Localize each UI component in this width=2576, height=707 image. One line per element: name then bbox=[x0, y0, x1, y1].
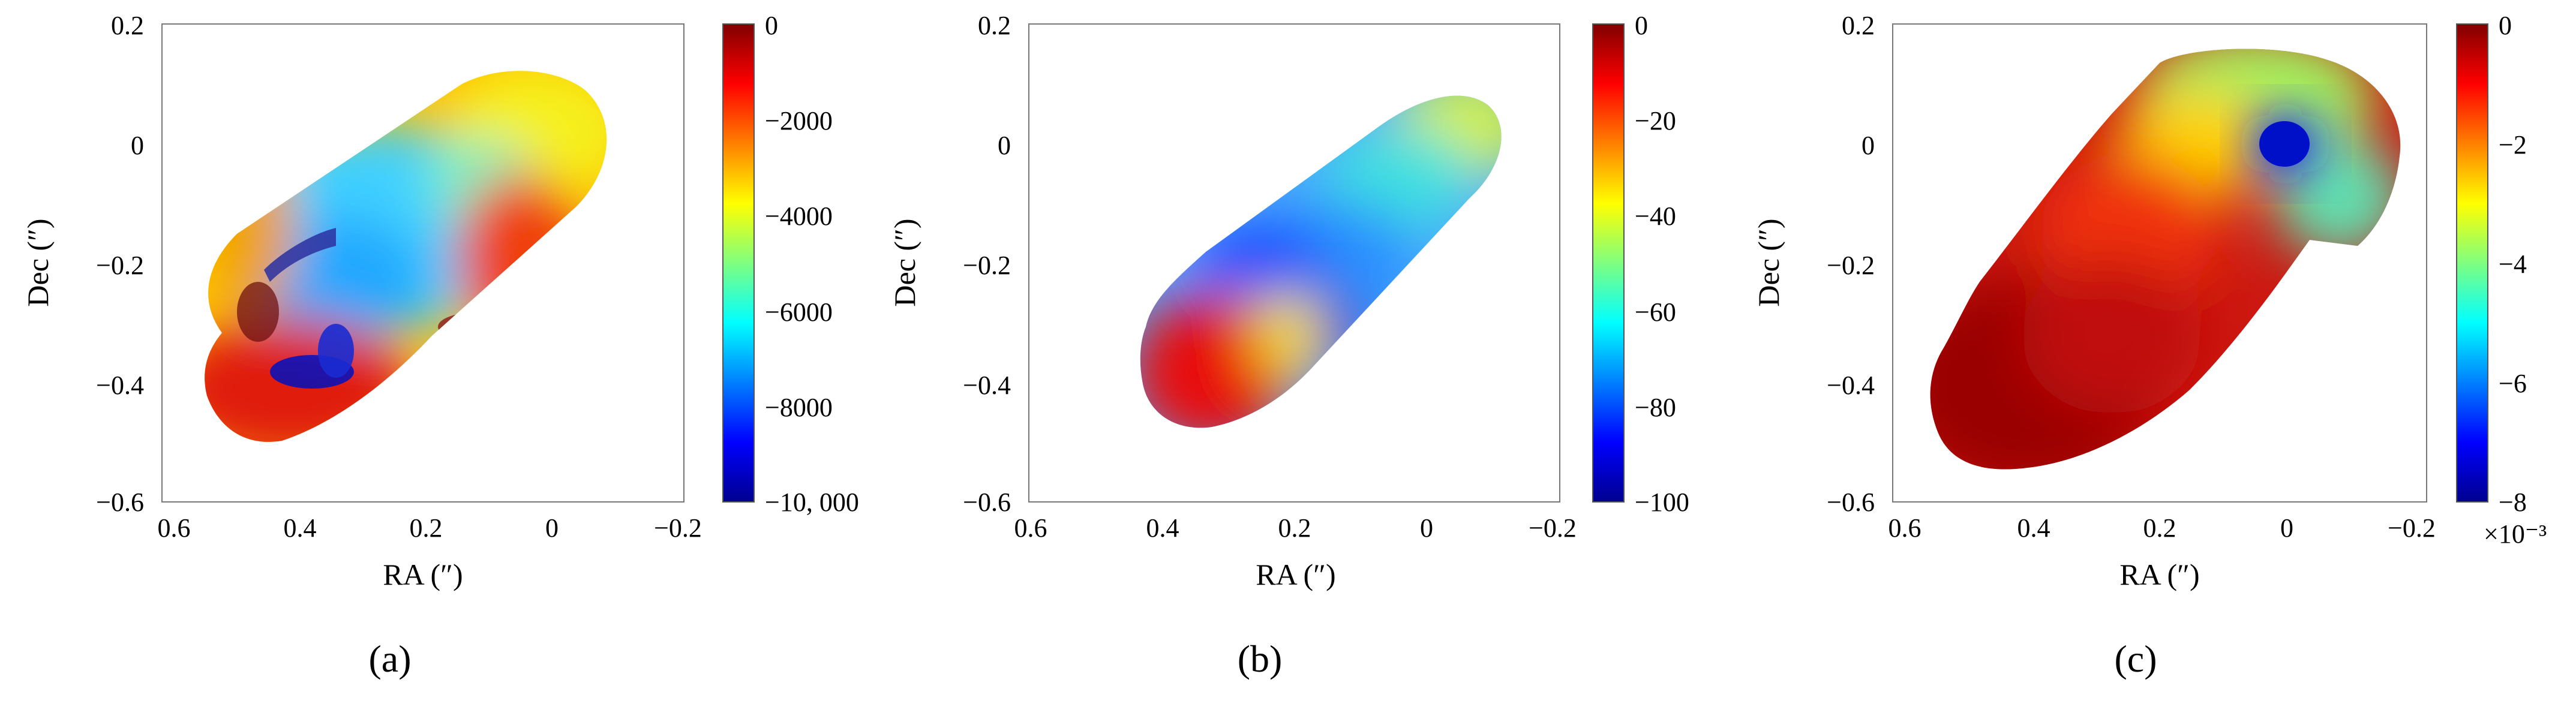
x-tick-label: 0.2 bbox=[2143, 513, 2176, 543]
y-ticks: 0.2 0 −0.2 −0.4 −0.6 bbox=[1827, 11, 1875, 517]
panel-label: (b) bbox=[1238, 637, 1283, 680]
colorbar-tick-label: −8 bbox=[2499, 488, 2527, 517]
x-tick-label: 0 bbox=[1420, 513, 1433, 543]
colorbar-gradient bbox=[1592, 23, 1625, 503]
colorbar-gradient bbox=[2456, 23, 2488, 503]
panel-label: (a) bbox=[368, 637, 411, 680]
colorbar-tick-label: −4 bbox=[2499, 249, 2527, 279]
colorbar-tick-label: −6000 bbox=[765, 297, 833, 327]
colorbar-tick-label: 0 bbox=[765, 11, 778, 40]
y-ticks: 0.2 0 −0.2 −0.4 −0.6 bbox=[963, 11, 1011, 517]
colorbar-tick-label: −60 bbox=[1635, 297, 1676, 327]
y-axis-label: Dec (″) bbox=[21, 218, 55, 306]
y-tick-label: 0.2 bbox=[111, 11, 144, 40]
colorbar-tick-label: 0 bbox=[1635, 11, 1648, 40]
y-tick-label: 0.2 bbox=[978, 11, 1011, 40]
y-tick-label: −0.4 bbox=[963, 371, 1011, 400]
x-tick-label: 0 bbox=[545, 513, 559, 543]
colorbar-tick-label: −6 bbox=[2499, 369, 2527, 398]
colorbar-tick-label: −4000 bbox=[765, 201, 833, 231]
x-tick-label: −0.2 bbox=[654, 513, 702, 543]
colorbar-tick-label: −40 bbox=[1635, 201, 1676, 231]
colorbar-tick-label: −2000 bbox=[765, 106, 833, 136]
colorbar-gradient bbox=[722, 23, 755, 503]
y-ticks: 0.2 0 −0.2 −0.4 −0.6 bbox=[96, 11, 144, 517]
colorbar-tick-label: −20 bbox=[1635, 106, 1676, 136]
y-tick-label: −0.6 bbox=[96, 488, 144, 517]
x-axis-label: RA (″) bbox=[2119, 558, 2199, 591]
x-tick-label: 0.4 bbox=[1146, 513, 1179, 543]
x-tick-label: 0.4 bbox=[284, 513, 317, 543]
x-tick-label: 0 bbox=[2280, 513, 2293, 543]
y-tick-label: −0.4 bbox=[96, 371, 144, 400]
colorbar: 0 −2000 −4000 −6000 −8000 −10, 000 bbox=[722, 11, 859, 517]
y-tick-label: 0 bbox=[1862, 131, 1875, 160]
panel-label: (c) bbox=[2114, 637, 2157, 680]
y-tick-label: −0.2 bbox=[963, 251, 1011, 280]
colorbar: 0 −2 −4 −6 −8 ×10⁻³ bbox=[2456, 11, 2547, 549]
colorbar-tick-label: −8000 bbox=[765, 393, 833, 422]
panel-c: 0.6 0.4 0.2 0 −0.2 0.2 0 −0.2 −0.4 −0.6 … bbox=[1752, 11, 2547, 680]
y-tick-label: 0 bbox=[998, 131, 1011, 160]
y-axis-label: Dec (″) bbox=[1752, 218, 1785, 306]
x-tick-label: 0.6 bbox=[1889, 513, 1922, 543]
x-tick-label: 0.2 bbox=[1278, 513, 1311, 543]
colorbar-tick-label: −10, 000 bbox=[765, 488, 859, 517]
colorbar: 0 −20 −40 −60 −80 −100 bbox=[1592, 11, 1689, 517]
y-tick-label: 0 bbox=[131, 131, 144, 160]
y-tick-label: −0.2 bbox=[1827, 251, 1875, 280]
colorbar-exponent-label: ×10⁻³ bbox=[2484, 519, 2547, 549]
colorbar-tick-label: −2 bbox=[2499, 130, 2527, 160]
panel-b: 0.6 0.4 0.2 0 −0.2 0.2 0 −0.2 −0.4 −0.6 … bbox=[888, 11, 1689, 680]
x-ticks: 0.6 0.4 0.2 0 −0.2 bbox=[1014, 513, 1577, 543]
y-tick-label: 0.2 bbox=[1842, 11, 1875, 40]
heatmap-field bbox=[1140, 95, 1502, 428]
x-tick-label: 0.6 bbox=[158, 513, 191, 543]
x-tick-label: −0.2 bbox=[1529, 513, 1577, 543]
y-tick-label: −0.2 bbox=[96, 251, 144, 280]
x-axis-label: RA (″) bbox=[1256, 558, 1335, 591]
y-tick-label: −0.6 bbox=[1827, 488, 1875, 517]
panel-a: 0.6 0.4 0.2 0 −0.2 0.2 0 −0.2 −0.4 −0.6 … bbox=[21, 11, 859, 680]
y-axis-label: Dec (″) bbox=[888, 218, 921, 306]
x-tick-label: 0.6 bbox=[1014, 513, 1047, 543]
y-tick-label: −0.4 bbox=[1827, 371, 1875, 400]
y-tick-label: −0.6 bbox=[963, 488, 1011, 517]
x-ticks: 0.6 0.4 0.2 0 −0.2 bbox=[1889, 513, 2436, 543]
colorbar-tick-label: −100 bbox=[1635, 488, 1689, 517]
x-axis-label: RA (″) bbox=[383, 558, 463, 591]
colorbar-tick-label: 0 bbox=[2499, 11, 2512, 40]
colorbar-tick-label: −80 bbox=[1635, 393, 1676, 422]
x-tick-label: 0.2 bbox=[410, 513, 443, 543]
x-tick-label: −0.2 bbox=[2388, 513, 2436, 543]
x-ticks: 0.6 0.4 0.2 0 −0.2 bbox=[158, 513, 702, 543]
x-tick-label: 0.4 bbox=[2017, 513, 2050, 543]
